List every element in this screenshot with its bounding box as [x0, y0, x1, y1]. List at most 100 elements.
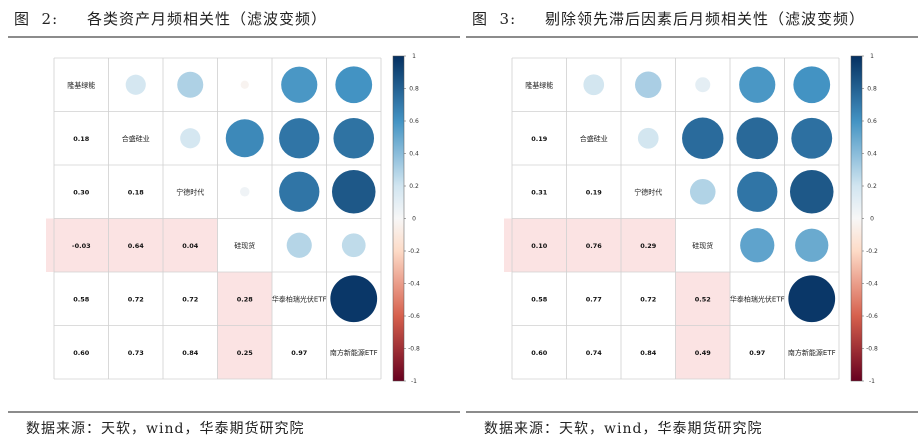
- correlation-value: 0.60: [531, 349, 548, 357]
- colorbar-tick-label: -0.8: [866, 346, 878, 353]
- correlation-value: 0.97: [749, 349, 765, 357]
- correlation-circle: [795, 228, 829, 262]
- figure-3-top-rule: [466, 36, 918, 38]
- colorbar-tick-label: -1: [411, 378, 417, 385]
- variable-label: 宁德时代: [634, 187, 662, 196]
- correlation-circle: [739, 66, 776, 103]
- variable-label: 宁德时代: [176, 187, 204, 196]
- correlation-value: 0.58: [531, 295, 548, 303]
- correlation-value: 0.19: [586, 188, 603, 196]
- colorbar-tick-label: 0.6: [867, 118, 877, 125]
- correlation-circle: [689, 178, 716, 205]
- variable-label: 南方新能源ETF: [788, 348, 836, 357]
- highlight-cell: [566, 218, 621, 272]
- correlation-value: 0.76: [586, 242, 603, 250]
- correlation-circle: [793, 66, 831, 104]
- correlation-circle: [736, 117, 779, 160]
- correlation-value: 0.19: [531, 135, 548, 143]
- highlight-cell: [54, 218, 109, 272]
- correlation-circle: [682, 117, 724, 159]
- figure-2-source: 数据来源：天软，wind，华泰期货研究院: [26, 421, 305, 437]
- correlation-circle: [177, 71, 204, 98]
- correlation-value: 0.84: [182, 349, 199, 357]
- highlight-cell: [217, 272, 272, 326]
- correlation-value: 0.49: [695, 349, 712, 357]
- correlation-circle: [330, 275, 378, 323]
- colorbar-tick-label: 0.4: [409, 151, 419, 158]
- colorbar-tick-label: 0: [870, 216, 874, 223]
- figure-3-correlation-chart: 隆基绿能 0.19 合盛硅业 0.31 0.19 宁德时代 0.10 0.76 0.29 硅现货 0…: [504, 53, 878, 385]
- correlation-circle: [335, 66, 373, 104]
- highlight-cell: [163, 218, 218, 272]
- colorbar-tick-label: 0.8: [867, 86, 877, 93]
- colorbar-tick-label: -0.4: [866, 281, 878, 288]
- correlation-value: -0.03: [72, 242, 91, 250]
- correlation-circle: [737, 171, 778, 212]
- correlation-circle: [125, 74, 146, 95]
- correlation-circle: [789, 169, 834, 214]
- correlation-circle: [740, 228, 775, 263]
- figure-3-bottom-rule: [466, 411, 918, 413]
- variable-label: 南方新能源ETF: [330, 348, 378, 357]
- correlation-circle: [286, 232, 312, 258]
- correlation-circle: [791, 117, 833, 159]
- correlation-circle: [341, 233, 366, 258]
- correlation-circle: [281, 66, 318, 103]
- variable-label: 隆基绿能: [525, 80, 553, 89]
- variable-label: 华泰柏瑞光伏ETF: [730, 294, 785, 303]
- colorbar-tick-label: 0: [412, 216, 416, 223]
- figure-2-correlation-chart: 隆基绿能 0.18 合盛硅业 0.30 0.18 宁德时代 -0.03 0.64 0.04 硅现货…: [46, 53, 420, 385]
- highlight-cell: [675, 272, 730, 326]
- correlation-value: 0.10: [531, 242, 548, 250]
- correlation-value: 0.58: [73, 295, 90, 303]
- highlight-cell: [512, 218, 567, 272]
- colorbar: [392, 55, 405, 382]
- correlation-value: 0.30: [73, 188, 90, 196]
- highlight-cell: [675, 325, 730, 379]
- colorbar-tick-label: 0.2: [867, 183, 877, 190]
- figure-3-title: 图 3: 剔除领先滞后因素后月频相关性（滤波变频）: [472, 10, 865, 28]
- highlight-cell: [217, 325, 272, 379]
- figure-3-panel: 图 3: 剔除领先滞后因素后月频相关性（滤波变频） 隆基绿能 0.19 合盛硅业 0.…: [466, 0, 918, 448]
- correlation-value: 0.25: [237, 349, 254, 357]
- correlation-circle: [225, 119, 264, 158]
- colorbar-tick-label: 0.8: [409, 86, 419, 93]
- correlation-circle: [279, 118, 320, 159]
- colorbar-tick-label: 0.2: [409, 183, 419, 190]
- correlation-value: 0.18: [73, 135, 90, 143]
- correlation-value: 0.72: [182, 295, 198, 303]
- figure-2-panel: 图 2: 各类资产月频相关性（滤波变频） 隆基绿能 0.18 合盛硅业 0.30 0.1…: [8, 0, 460, 448]
- figure-2-top-rule: [8, 36, 460, 38]
- correlation-value: 0.31: [531, 188, 548, 196]
- correlation-circle: [333, 117, 375, 159]
- correlation-value: 0.60: [73, 349, 90, 357]
- highlight-cell: [108, 218, 163, 272]
- colorbar-tick-label: 1: [412, 53, 416, 60]
- correlation-value: 0.97: [291, 349, 307, 357]
- correlation-value: 0.64: [128, 242, 145, 250]
- correlation-circle: [788, 275, 836, 323]
- variable-label: 合盛硅业: [122, 134, 150, 143]
- variable-label: 隆基绿能: [67, 80, 95, 89]
- correlation-value: 0.77: [586, 295, 602, 303]
- colorbar-tick-label: -0.2: [408, 248, 420, 255]
- correlation-value: 0.74: [586, 349, 603, 357]
- variable-label: 硅现货: [234, 241, 255, 250]
- variable-label: 合盛硅业: [580, 134, 608, 143]
- colorbar-tick-label: 0.4: [867, 151, 877, 158]
- correlation-value: 0.73: [128, 349, 144, 357]
- variable-label: 华泰柏瑞光伏ETF: [272, 294, 327, 303]
- correlation-value: 0.18: [128, 188, 145, 196]
- correlation-value: 0.29: [640, 242, 657, 250]
- correlation-value: 0.72: [640, 295, 656, 303]
- correlation-value: 0.52: [695, 295, 711, 303]
- colorbar-tick-label: -0.4: [408, 281, 420, 288]
- correlation-circle: [583, 74, 605, 96]
- figure-3-source: 数据来源：天软，wind，华泰期货研究院: [484, 421, 763, 437]
- correlation-circle: [180, 128, 201, 149]
- correlation-circle: [635, 71, 662, 98]
- colorbar-tick-label: 0.6: [409, 118, 419, 125]
- colorbar-tick-label: 1: [870, 53, 874, 60]
- correlation-value: 0.28: [237, 295, 254, 303]
- highlight-cell: [621, 218, 676, 272]
